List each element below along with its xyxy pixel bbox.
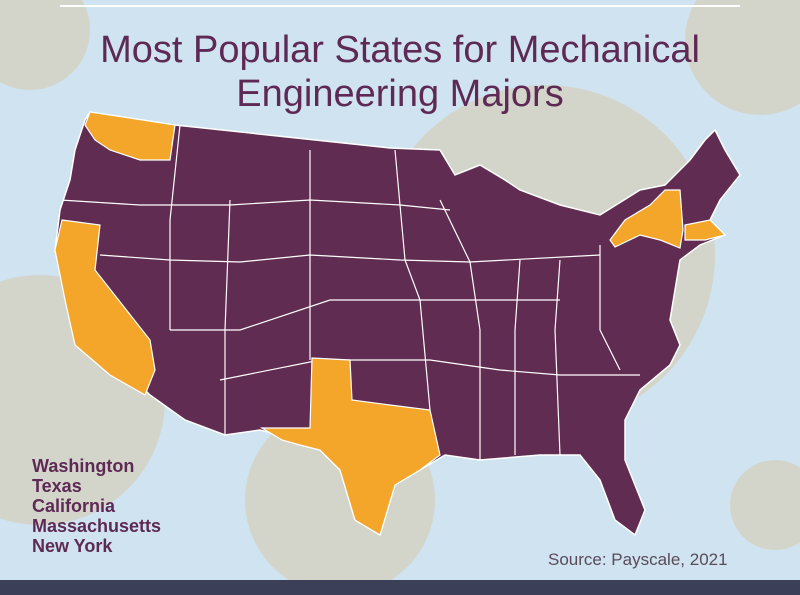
massachusetts (684, 219, 727, 241)
highlighted-states (54, 111, 727, 536)
new-york (609, 189, 684, 249)
state-name: Washington (32, 456, 135, 476)
washington (84, 111, 176, 161)
texas (259, 357, 441, 536)
state-name: New York (32, 536, 113, 556)
source: Source: Payscale, 2021 (548, 550, 728, 569)
state-name: California (32, 496, 116, 516)
state-borders (59, 124, 640, 460)
title: Most Popular States for Mechanical Engin… (100, 29, 700, 115)
california (54, 219, 156, 396)
state-list: Washington Texas California Massachusetts Ne… (32, 456, 161, 556)
state-name: Massachusetts (32, 516, 162, 536)
bottom-band (0, 580, 800, 595)
state-name: Texas (32, 476, 82, 496)
